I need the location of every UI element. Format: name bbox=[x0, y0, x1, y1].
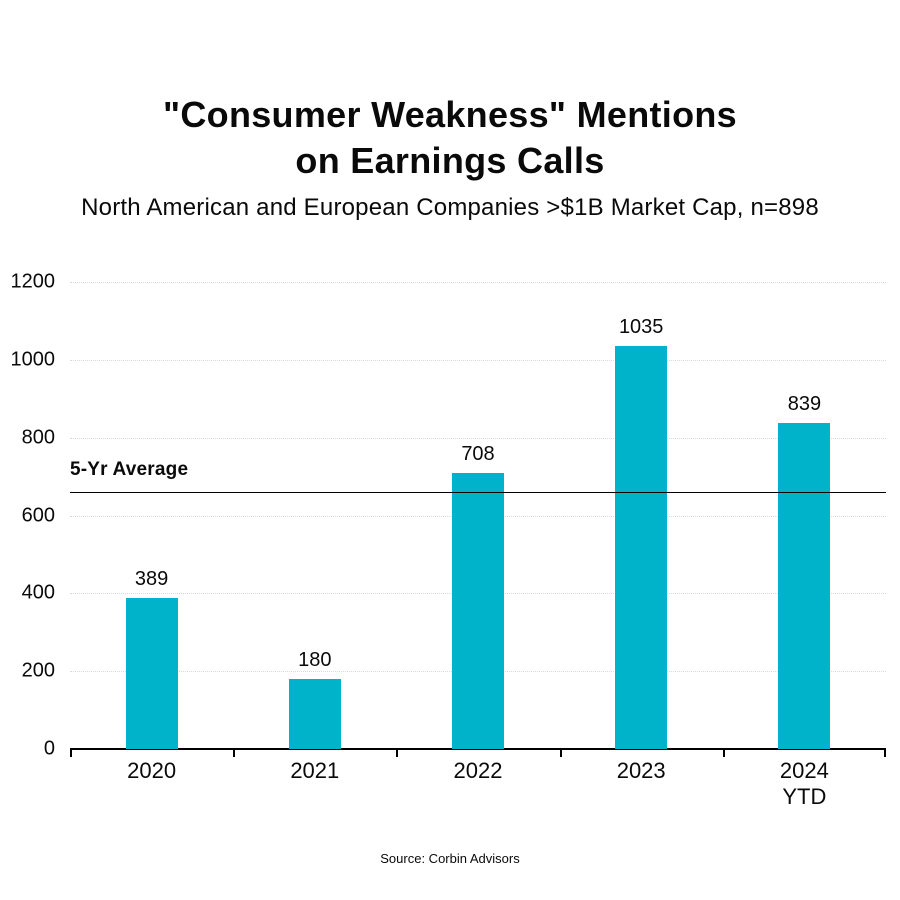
source-note: Source: Corbin Advisors bbox=[380, 851, 520, 866]
x-axis-category-label-2024-ytd: 2024 YTD bbox=[779, 758, 829, 809]
x-axis-category-label-2023: 2023 bbox=[616, 758, 666, 783]
chart-subtitle: North American and European Companies >$… bbox=[81, 194, 819, 221]
gridline-800 bbox=[70, 437, 886, 439]
bar-value-label-2020: 389 bbox=[134, 567, 169, 590]
y-axis-tick-label-200: 200 bbox=[21, 659, 55, 682]
x-axis-category-label-2021: 2021 bbox=[290, 758, 340, 783]
x-axis-tick-mark bbox=[233, 749, 236, 757]
average-reference-line bbox=[70, 492, 886, 494]
x-axis-tick-mark bbox=[70, 749, 72, 757]
average-line-label: 5-Yr Average bbox=[70, 459, 189, 481]
x-axis-line bbox=[70, 748, 886, 750]
bar-value-label-2024-ytd: 839 bbox=[787, 392, 822, 415]
page-title: "Consumer Weakness" Mentions on Earnings … bbox=[0, 92, 900, 184]
gridline-1000 bbox=[70, 359, 886, 361]
bar-2021 bbox=[288, 678, 341, 749]
bar-value-label-2021: 180 bbox=[298, 648, 332, 671]
y-axis-tick-label-400: 400 bbox=[21, 581, 55, 604]
y-axis-tick-label-1200: 1200 bbox=[10, 270, 56, 293]
y-axis-tick-label-0: 0 bbox=[43, 737, 55, 760]
x-axis-tick-mark bbox=[559, 749, 562, 757]
bar-value-label-2022: 708 bbox=[461, 443, 495, 466]
title-line-1: "Consumer Weakness" Mentions bbox=[162, 94, 737, 135]
x-axis-tick-mark bbox=[396, 749, 399, 757]
bar-2023 bbox=[615, 346, 668, 749]
x-axis-category-label-2022: 2022 bbox=[453, 758, 503, 783]
bar-value-label-2023: 1035 bbox=[618, 316, 664, 339]
x-axis-tick-mark bbox=[722, 749, 725, 757]
x-axis-tick-mark bbox=[884, 749, 886, 757]
y-axis-tick-label-600: 600 bbox=[21, 504, 55, 526]
bar-2024-ytd bbox=[778, 422, 831, 749]
x-axis-category-label-2020: 2020 bbox=[127, 758, 177, 783]
bar-chart-plot-area: 0 200 400 600 800 1000 1200 389 2020 180 2021 708 20… bbox=[11, 271, 886, 809]
chart-header: "Consumer Weakness" Mentions on Earnings … bbox=[0, 92, 900, 222]
y-axis-tick-label-1000: 1000 bbox=[10, 348, 56, 371]
title-line-2: on Earnings Calls bbox=[295, 140, 605, 181]
gridline-1200 bbox=[70, 282, 886, 283]
bar-2020 bbox=[125, 597, 178, 749]
y-axis-tick-label-800: 800 bbox=[21, 426, 55, 449]
bar-2022 bbox=[452, 473, 504, 749]
